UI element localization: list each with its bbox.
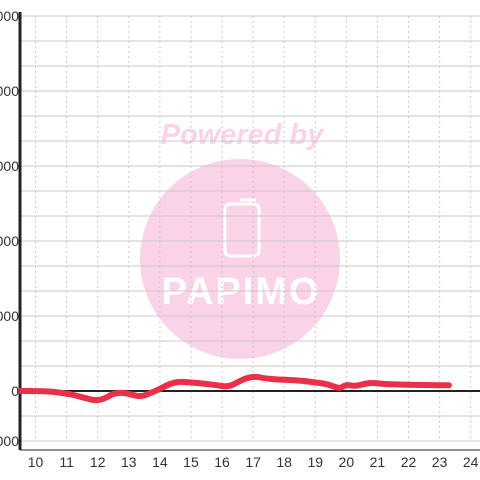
- x-tick-label: 22: [401, 454, 417, 470]
- watermark: Powered by PAPIMO: [140, 119, 340, 359]
- watermark-powered-by-text: Powered by: [161, 119, 326, 151]
- x-tick-label: 17: [245, 454, 261, 470]
- x-tick-label: 11: [59, 454, 74, 470]
- y-tick-label: 30,000: [0, 308, 19, 324]
- x-tick-label: 18: [276, 454, 292, 470]
- gridlines: [20, 15, 480, 442]
- y-tick-label: 60,000: [0, 233, 19, 249]
- y-tick-label: 120,000: [0, 83, 19, 99]
- y-tick-label: 0: [11, 383, 19, 399]
- x-tick-label: 16: [214, 454, 230, 470]
- x-tick-label: 15: [183, 454, 199, 470]
- phone-icon: [223, 198, 261, 258]
- series-line: [17, 373, 452, 404]
- x-tick-label: 21: [370, 454, 386, 470]
- y-tick-label: -20,000: [0, 433, 19, 449]
- x-tick-label: 19: [307, 454, 323, 470]
- x-tick-label: 24: [463, 454, 479, 470]
- watermark-logo-text: PAPIMO: [161, 271, 320, 313]
- x-tick-label: 13: [121, 454, 137, 470]
- x-tick-label: 10: [28, 454, 44, 470]
- series-group: [17, 373, 452, 404]
- y-tick-label: 90,000: [0, 158, 19, 174]
- axes: [18, 12, 480, 451]
- x-tick-label: 12: [90, 454, 106, 470]
- x-tick-label: 14: [152, 454, 168, 470]
- tick-labels: -20,000 0 30,000 60,000 90,000 120,000 150,000…: [0, 8, 479, 470]
- watermark-circle: [140, 159, 340, 359]
- y-tick-label: 150,000: [0, 8, 19, 24]
- x-tick-label: 20: [339, 454, 355, 470]
- x-tick-label: 23: [432, 454, 448, 470]
